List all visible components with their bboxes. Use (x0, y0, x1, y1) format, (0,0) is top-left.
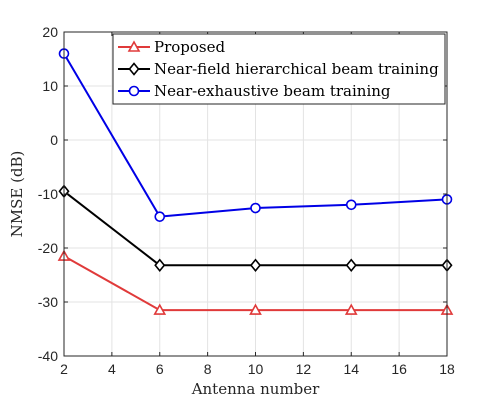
y-tick-label: -10 (38, 186, 58, 202)
legend: Proposed Near-field hierarchical beam tra… (112, 33, 446, 105)
data-point (153, 303, 167, 315)
data-point (249, 303, 262, 315)
y-tick-label: 0 (50, 132, 58, 148)
x-tick-label: 16 (391, 361, 407, 377)
y-tick-label: 10 (42, 78, 58, 94)
y-axis-label: NMSE (dB) (8, 151, 26, 238)
x-tick-label: 14 (343, 361, 359, 377)
x-axis-label: Antenna number (191, 380, 320, 398)
data-point (154, 258, 166, 273)
legend-entry-label: Near-field hierarchical beam training (154, 60, 439, 78)
data-point (345, 258, 357, 273)
data-point (345, 199, 357, 211)
x-tick-label: 4 (108, 361, 116, 377)
legend-box (112, 33, 446, 105)
y-tick-label: -40 (38, 348, 58, 364)
legend-entry-label: Near-exhaustive beam training (154, 82, 391, 100)
y-tick-label: 20 (42, 24, 58, 40)
legend-swatch-marker (128, 62, 140, 76)
data-point (250, 202, 261, 214)
data-point (249, 258, 262, 273)
x-tick-label: 12 (296, 361, 312, 377)
legend-swatch-marker (127, 40, 141, 52)
legend-entry-label: Proposed (154, 38, 226, 56)
y-tick-label: -30 (38, 294, 58, 310)
x-tick-label: 18 (439, 361, 455, 377)
data-point (154, 211, 166, 222)
x-tick-label: 8 (204, 361, 212, 377)
x-tick-label: 2 (60, 361, 68, 377)
data-point (344, 303, 358, 315)
y-tick-label: -20 (38, 240, 58, 256)
legend-swatch-marker (128, 85, 140, 97)
tick-labels: 2 4 6 8 10 12 14 16 18 -40 -30 -20 -10 0 10 20 (38, 24, 455, 377)
x-tick-label: 6 (156, 361, 164, 377)
x-tick-label: 10 (248, 361, 264, 377)
